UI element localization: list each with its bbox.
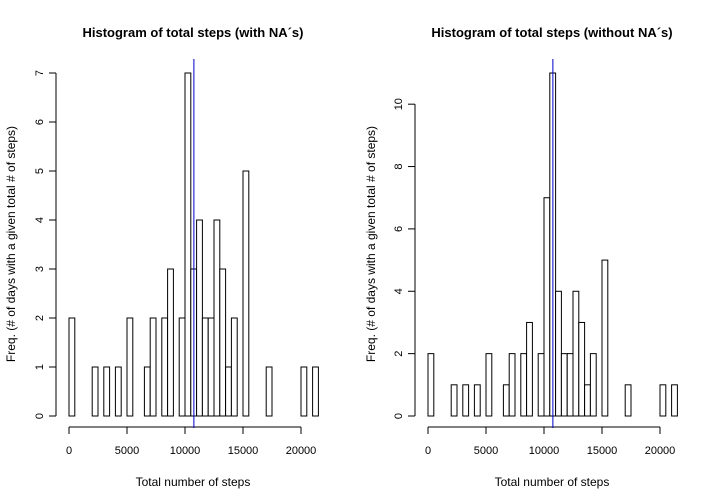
histogram-bar: [312, 366, 319, 417]
histogram-bar: [91, 366, 99, 417]
histogram-panel-without-na: Histogram of total steps (without NA´s) …: [364, 25, 678, 489]
histogram-bar: [178, 317, 186, 417]
y-axis-label: Freq. (# of days with a given total # of…: [4, 126, 18, 362]
histogram-bar: [103, 366, 111, 417]
y-axis-label: Freq. (# of days with a given total # of…: [364, 126, 378, 362]
x-tick-label: 0: [66, 445, 72, 457]
histogram-bar: [196, 219, 203, 417]
y-axis: 0 1 2 3 4 5 6 7: [34, 70, 57, 419]
histogram-panel-with-na: Histogram of total steps (with NA´s) Tot…: [4, 25, 319, 489]
y-tick-label: 4: [34, 217, 46, 223]
x-axis: 0 5000 10000 15000 20000: [425, 426, 676, 457]
histogram-bar: [508, 353, 516, 417]
histogram-bar: [450, 384, 458, 417]
histogram-bar: [300, 366, 308, 417]
y-tick-label: 3: [34, 266, 46, 272]
y-tick-label: 10: [393, 98, 405, 110]
y-tick-label: 2: [34, 315, 46, 321]
histogram-bar: [566, 353, 574, 417]
histogram-bar: [555, 290, 562, 417]
histogram-bar: [560, 353, 568, 417]
x-tick-label: 15000: [228, 445, 259, 457]
histogram-bar: [601, 259, 609, 417]
histogram-bar: [589, 353, 597, 417]
x-tick-label: 10000: [529, 445, 560, 457]
histogram-bar: [671, 384, 678, 417]
x-tick-label: 5000: [115, 445, 139, 457]
histogram-bar: [230, 317, 238, 417]
bars: [68, 72, 319, 417]
histogram-bar: [543, 197, 551, 417]
histogram-bar: [114, 366, 122, 417]
y-tick-label: 6: [34, 119, 46, 125]
histogram-bar: [265, 366, 273, 417]
x-tick-label: 0: [425, 445, 431, 457]
x-tick-label: 5000: [474, 445, 498, 457]
x-axis-label: Total number of steps: [495, 475, 610, 489]
histogram-bar: [584, 384, 591, 417]
histogram-bar: [473, 384, 481, 417]
histogram-bar: [659, 384, 667, 417]
y-tick-label: 7: [34, 70, 46, 76]
histogram-bar: [537, 353, 545, 417]
y-tick-label: 6: [393, 226, 405, 232]
histogram-bar: [201, 317, 209, 417]
histogram-bar: [149, 317, 157, 417]
histogram-bar: [242, 170, 250, 417]
y-tick-label: 2: [393, 351, 405, 357]
histogram-bar: [161, 317, 169, 417]
histogram-bar: [572, 290, 580, 417]
y-tick-label: 0: [393, 413, 405, 419]
histogram-bar: [167, 268, 174, 417]
y-tick-label: 1: [34, 364, 46, 370]
histogram-bar: [520, 353, 528, 417]
histogram-bar: [184, 72, 192, 417]
y-tick-label: 8: [393, 163, 405, 169]
x-tick-label: 20000: [286, 445, 317, 457]
histogram-bar: [526, 321, 533, 417]
histogram-bar: [485, 353, 493, 417]
histogram-bar: [68, 317, 76, 417]
histogram-bar: [225, 366, 232, 417]
chart-title: Histogram of total steps (without NA´s): [431, 25, 672, 40]
histogram-bar: [427, 353, 435, 417]
y-axis: 0 2 4 6 8 10: [393, 98, 416, 419]
histogram-bar: [219, 268, 227, 417]
histogram-bar: [207, 317, 215, 417]
x-tick-label: 15000: [587, 445, 618, 457]
histogram-bar: [213, 219, 221, 417]
histogram-bar: [462, 384, 470, 417]
histogram-bar: [624, 384, 632, 417]
histogram-bar: [143, 366, 151, 417]
x-axis: 0 5000 10000 15000 20000: [66, 426, 317, 457]
histogram-bar: [502, 384, 510, 417]
histogram-bar: [578, 321, 586, 417]
histogram-bar: [126, 317, 134, 417]
chart-title: Histogram of total steps (with NA´s): [82, 25, 303, 40]
y-tick-label: 5: [34, 168, 46, 174]
x-tick-label: 10000: [170, 445, 201, 457]
y-tick-label: 4: [393, 288, 405, 294]
y-tick-label: 0: [34, 413, 46, 419]
x-tick-label: 20000: [645, 445, 676, 457]
x-axis-label: Total number of steps: [136, 475, 251, 489]
